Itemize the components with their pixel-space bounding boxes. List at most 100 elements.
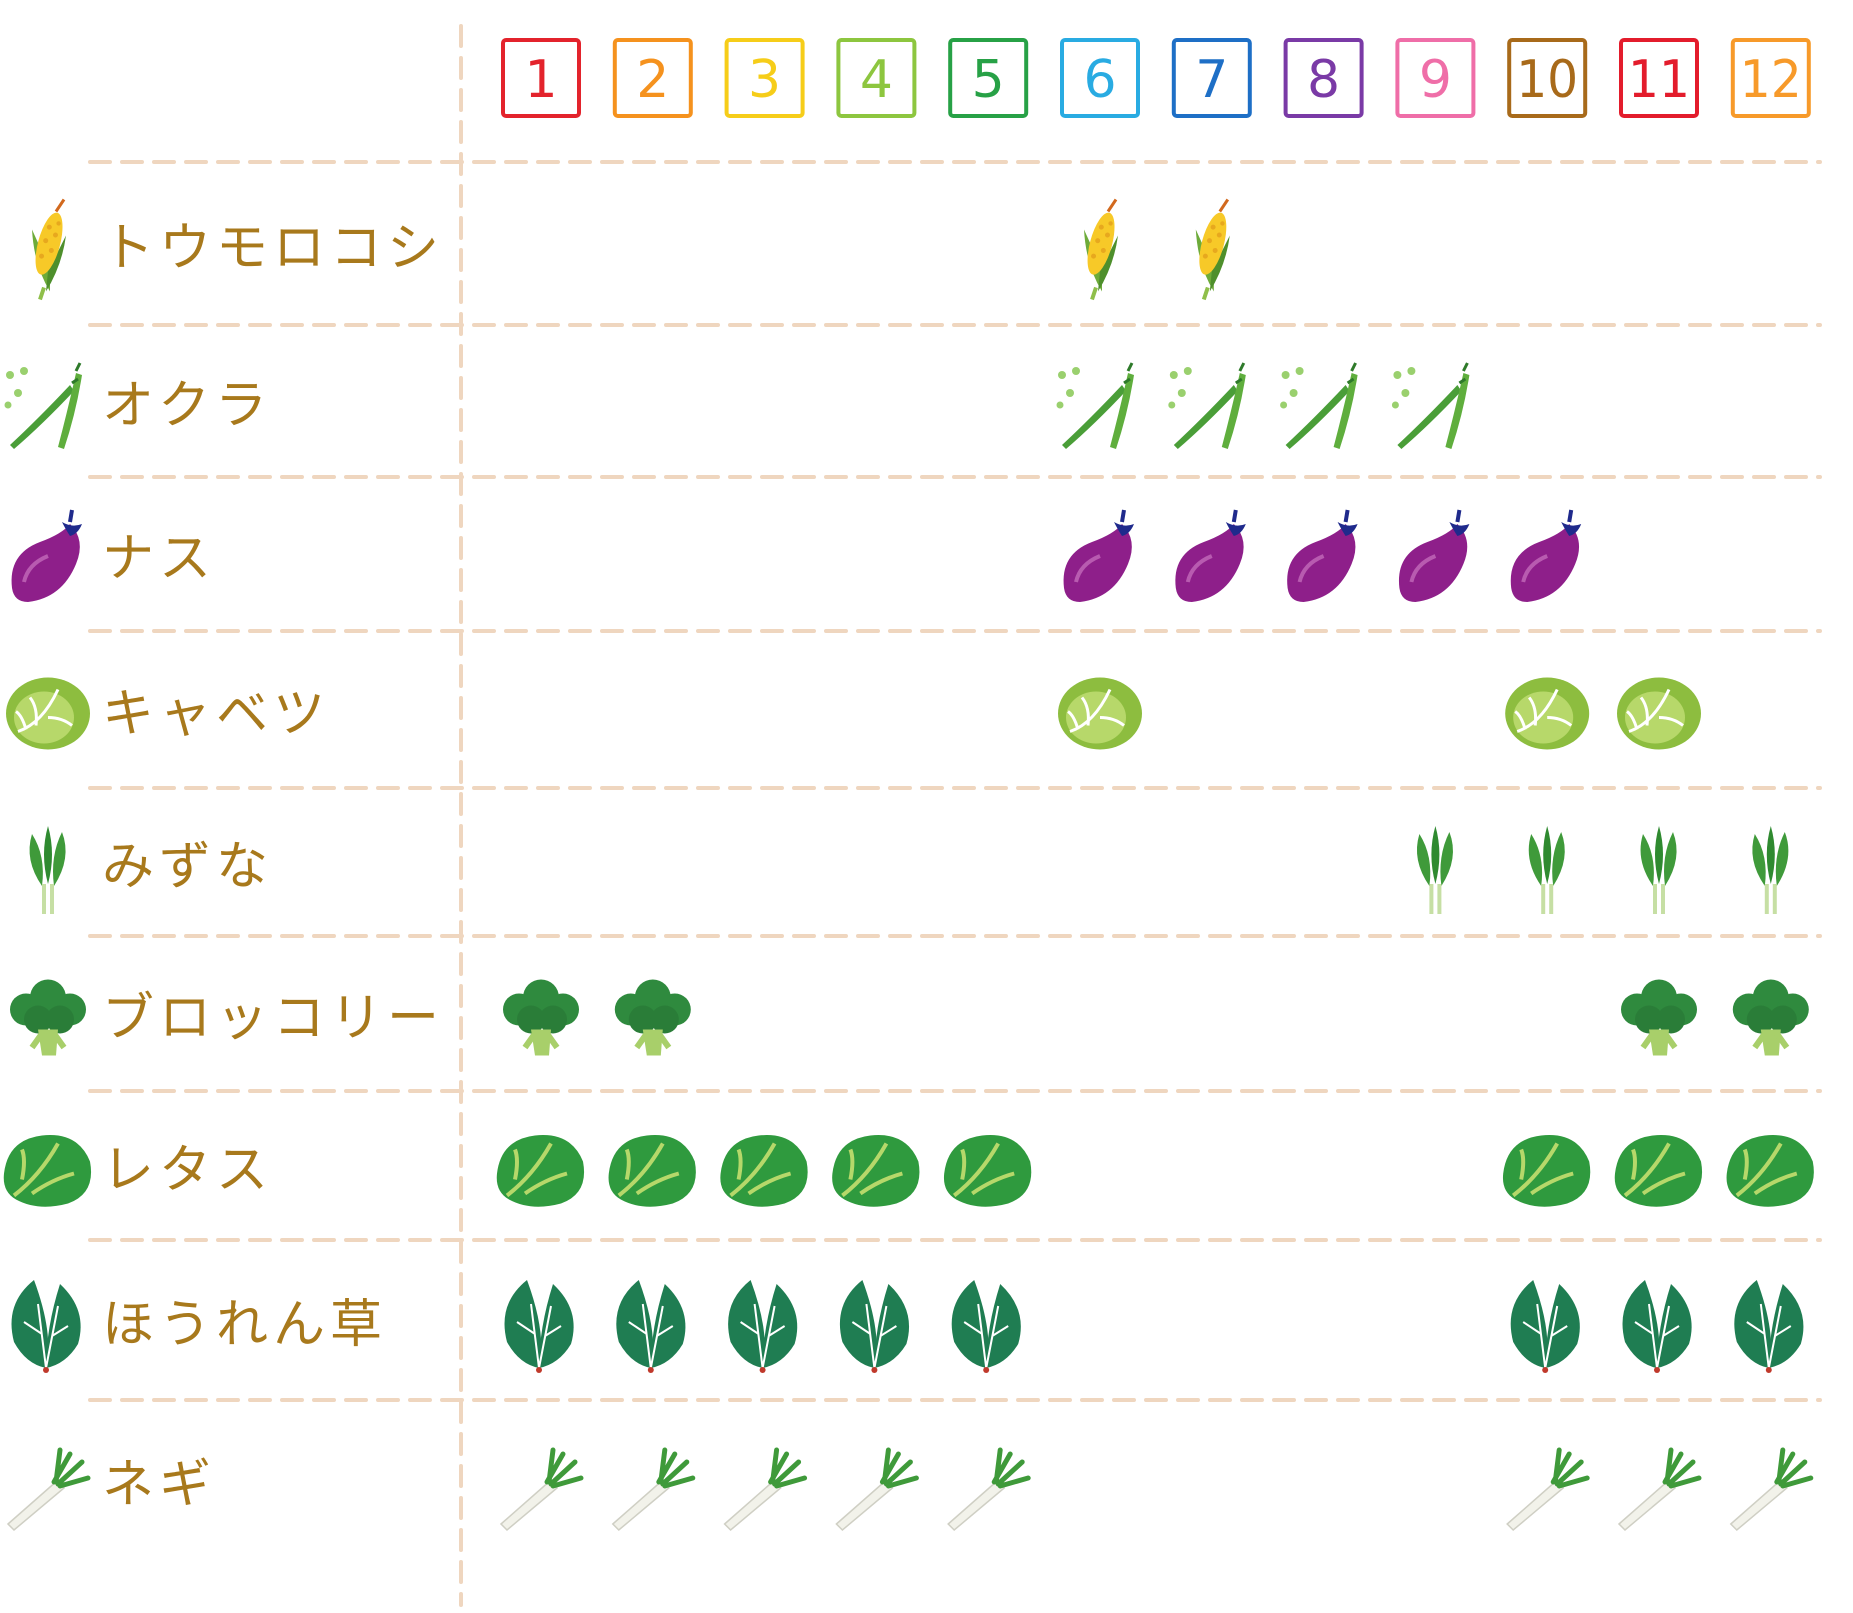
season-mark-lettuce-m10: [1500, 1133, 1593, 1209]
month-11: 11: [1619, 38, 1699, 118]
month-box: [1507, 38, 1588, 118]
month-number: 7: [1195, 50, 1228, 110]
month-number: 10: [1516, 50, 1578, 110]
season-mark-spinach-m11: [1621, 1279, 1693, 1374]
grid-lines: [88, 24, 1822, 1607]
row-leek: ネギ: [8, 1450, 1811, 1530]
season-mark-eggplant-m7: [1173, 508, 1248, 604]
season-mark-leek-m1: [501, 1450, 581, 1530]
month-3: 3: [724, 38, 805, 118]
season-mark-lettuce-m2: [606, 1133, 698, 1209]
month-8: 8: [1283, 38, 1364, 118]
month-number: 2: [636, 50, 669, 110]
month-6: 6: [1060, 38, 1140, 118]
season-mark-lettuce-m5: [941, 1133, 1034, 1209]
season-mark-spinach-m12: [1733, 1279, 1805, 1374]
season-mark-mizuna-m10: [1526, 824, 1567, 916]
season-mark-broccoli-m2: [615, 980, 691, 1056]
season-mark-okra-m9: [1390, 361, 1471, 451]
row-mizuna: みずな: [27, 824, 1791, 916]
month-4: 4: [836, 38, 917, 118]
vegetable-label: オクラ: [102, 376, 272, 436]
season-mark-corn-m6: [1080, 197, 1122, 302]
month-header: 1 2 3 4 5 6 7 8 9 10 11 12: [501, 38, 1811, 118]
month-box: [1283, 38, 1364, 118]
season-mark-spinach-m2: [615, 1279, 687, 1374]
month-1: 1: [501, 38, 581, 118]
season-mark-leek-m5: [948, 1450, 1028, 1530]
season-mark-lettuce-m11: [1612, 1133, 1705, 1209]
season-mark-eggplant-m10: [1508, 508, 1584, 604]
month-box: [1395, 38, 1476, 118]
vegetable-label: レタス: [102, 1141, 273, 1201]
month-box: [1060, 38, 1140, 118]
lettuce-icon: [1, 1133, 94, 1209]
month-box: [724, 38, 805, 118]
season-mark-cabbage-m6: [1056, 676, 1144, 751]
season-mark-leek-m12: [1731, 1450, 1811, 1530]
vegetable-label: みずな: [102, 837, 273, 897]
season-mark-broccoli-m1: [503, 980, 579, 1056]
season-mark-okra-m6: [1055, 361, 1136, 451]
leek-icon: [8, 1450, 88, 1530]
season-mark-eggplant-m8: [1285, 508, 1360, 604]
month-box: [1171, 38, 1252, 118]
season-mark-lettuce-m4: [830, 1133, 922, 1209]
month-10: 10: [1507, 38, 1588, 118]
season-mark-lettuce-m1: [494, 1133, 587, 1209]
okra-icon: [3, 361, 84, 451]
season-mark-leek-m10: [1507, 1450, 1587, 1530]
season-mark-spinach-m5: [950, 1279, 1022, 1374]
row-spinach: ほうれん草: [10, 1279, 1805, 1374]
cabbage-icon: [4, 676, 92, 751]
season-mark-lettuce-m12: [1724, 1133, 1816, 1209]
season-mark-leek-m4: [836, 1450, 916, 1530]
month-number: 5: [972, 50, 1005, 110]
season-mark-cabbage-m11: [1615, 676, 1703, 751]
season-mark-eggplant-m6: [1061, 508, 1136, 604]
month-box: [1730, 38, 1811, 118]
vegetable-label: ほうれん草: [102, 1295, 387, 1355]
season-mark-leek-m3: [725, 1450, 805, 1530]
vegetable-label: ネギ: [102, 1455, 216, 1515]
season-mark-cabbage-m10: [1503, 676, 1591, 751]
month-number: 1: [524, 50, 557, 110]
month-number: 3: [748, 50, 781, 110]
eggplant-icon: [9, 508, 84, 604]
mizuna-icon: [27, 824, 68, 916]
season-mark-corn-m7: [1191, 197, 1234, 302]
month-box: [1619, 38, 1699, 118]
row-corn: トウモロコシ: [28, 197, 1234, 302]
season-mark-mizuna-m9: [1414, 824, 1455, 916]
month-12: 12: [1730, 38, 1811, 118]
season-mark-okra-m8: [1278, 361, 1360, 451]
month-box: [501, 38, 581, 118]
month-number: 12: [1740, 50, 1802, 110]
vegetable-label: ナス: [102, 529, 216, 589]
season-mark-leek-m11: [1619, 1450, 1699, 1530]
season-mark-spinach-m4: [838, 1279, 911, 1374]
month-number: 11: [1628, 50, 1690, 110]
season-mark-spinach-m10: [1509, 1279, 1581, 1374]
corn-icon: [28, 197, 70, 302]
month-box: [612, 38, 693, 118]
row-eggplant: ナス: [9, 508, 1584, 604]
spinach-icon: [10, 1279, 82, 1374]
month-7: 7: [1171, 38, 1252, 118]
month-2: 2: [612, 38, 693, 118]
month-box: [948, 38, 1029, 118]
month-number: 4: [860, 50, 893, 110]
month-number: 8: [1307, 50, 1340, 110]
row-lettuce: レタス: [1, 1133, 1816, 1209]
season-mark-spinach-m1: [503, 1279, 575, 1374]
season-mark-okra-m7: [1166, 361, 1248, 451]
season-mark-broccoli-m12: [1733, 980, 1809, 1056]
season-mark-mizuna-m12: [1750, 824, 1791, 916]
month-number: 9: [1419, 50, 1452, 110]
month-5: 5: [948, 38, 1029, 118]
season-mark-eggplant-m9: [1396, 508, 1472, 604]
vegetable-label: ブロッコリー: [102, 989, 444, 1049]
row-broccoli: ブロッコリー: [10, 980, 1809, 1056]
season-mark-leek-m2: [613, 1450, 693, 1530]
